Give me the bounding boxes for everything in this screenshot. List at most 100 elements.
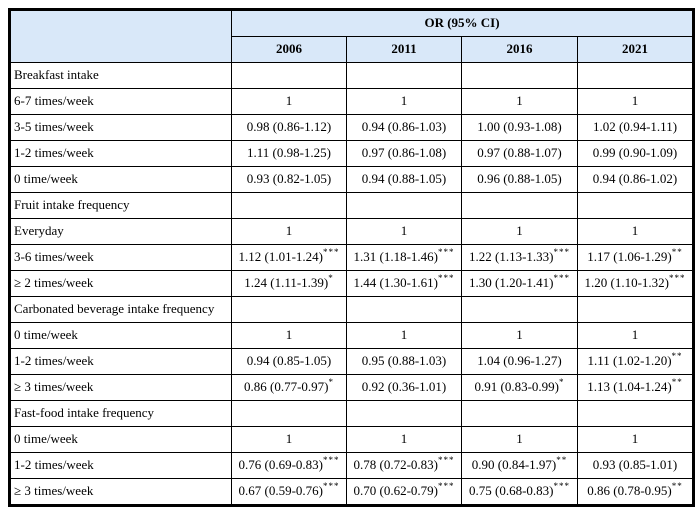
header-row-or: OR (95% CI) (9, 9, 695, 63)
or-value-cell: 1.31 (1.18-1.46)*** (346, 244, 462, 271)
significance-marker: *** (438, 481, 455, 492)
year-header-2006: 2006 (231, 36, 347, 63)
significance-marker: *** (323, 247, 340, 258)
table-row: 0 time/week 1 1 1 1 (9, 426, 695, 453)
empty-cell (346, 192, 462, 219)
row-label: 1-2 times/week (9, 452, 232, 479)
empty-cell (461, 62, 578, 89)
or-value-cell: 1 (461, 426, 578, 453)
table-row: 6-7 times/week 1 1 1 1 (9, 88, 695, 115)
or-value-cell: 1 (576, 426, 695, 453)
empty-cell (231, 296, 347, 323)
or-value-cell: 0.93 (0.85-1.01) (576, 452, 695, 479)
table-row: 0 time/week 0.93 (0.82-1.05) 0.94 (0.88-1.… (9, 166, 695, 193)
empty-cell (231, 400, 347, 427)
empty-cell (576, 400, 695, 427)
or-value-cell: 1.00 (0.93-1.08) (461, 114, 578, 141)
or-value-cell: 0.94 (0.85-1.05) (231, 348, 347, 375)
or-ci-header: OR (95% CI) (230, 9, 695, 37)
table-row: ≥ 3 times/week 0.67 (0.59-0.76)*** 0.70 (0… (9, 478, 695, 506)
or-value-cell: 1.04 (0.96-1.27) (461, 348, 578, 375)
section-title: Breakfast intake (9, 62, 232, 89)
significance-marker: * (328, 273, 334, 284)
or-value-cell: 0.94 (0.88-1.05) (346, 166, 462, 193)
section-row: Breakfast intake (9, 62, 695, 89)
row-label: 0 time/week (9, 322, 232, 349)
or-value-cell: 0.70 (0.62-0.79)*** (346, 478, 462, 506)
or-value-cell: 0.76 (0.69-0.83)*** (231, 452, 347, 479)
header-row-years: 2006 2011 2016 2021 (10, 36, 695, 63)
empty-cell (346, 400, 462, 427)
or-value-cell: 1.20 (1.10-1.32)*** (576, 270, 695, 297)
empty-cell (231, 62, 347, 89)
section-title: Carbonated beverage intake frequency (9, 296, 232, 323)
table-row: 3-6 times/week 1.12 (1.01-1.24)*** 1.31 (1… (9, 244, 695, 271)
empty-cell (576, 192, 695, 219)
table-row: 1-2 times/week 1.11 (0.98-1.25) 0.97 (0.86… (9, 140, 695, 167)
or-value-cell: 0.86 (0.78-0.95)** (576, 478, 695, 506)
or-value-cell: 0.93 (0.82-1.05) (231, 166, 347, 193)
significance-marker: *** (323, 455, 340, 466)
or-value-cell: 1.24 (1.11-1.39)* (231, 270, 347, 297)
section-title: Fruit intake frequency (9, 192, 232, 219)
or-value-cell: 1.13 (1.04-1.24)** (576, 374, 695, 401)
year-header-2011: 2011 (346, 36, 462, 63)
section-row: Carbonated beverage intake frequency (9, 296, 695, 323)
or-value-cell: 0.96 (0.88-1.05) (461, 166, 578, 193)
or-value-cell: 1.02 (0.94-1.11) (576, 114, 695, 141)
or-value-cell: 1 (231, 426, 347, 453)
empty-cell (346, 296, 462, 323)
or-value-cell: 0.92 (0.36-1.01) (346, 374, 462, 401)
row-label: 3-5 times/week (9, 114, 232, 141)
year-header-2016: 2016 (461, 36, 578, 63)
table-row: ≥ 3 times/week 0.86 (0.77-0.97)* 0.92 (0.3… (9, 374, 695, 401)
or-value-cell: 1.17 (1.06-1.29)** (576, 244, 695, 271)
section-row: Fast-food intake frequency (9, 400, 695, 427)
row-label: 0 time/week (9, 166, 232, 193)
empty-cell (461, 400, 578, 427)
table-row: 3-5 times/week 0.98 (0.86-1.12) 0.94 (0.86… (9, 114, 695, 141)
or-value-cell: 1.12 (1.01-1.24)*** (231, 244, 347, 271)
year-header-2021: 2021 (576, 36, 695, 63)
or-value-cell: 1.22 (1.13-1.33)*** (461, 244, 578, 271)
row-label: ≥ 3 times/week (9, 478, 232, 506)
or-value-cell: 0.75 (0.68-0.83)*** (461, 478, 578, 506)
row-label: 1-2 times/week (9, 348, 232, 375)
or-value-cell: 1.30 (1.20-1.41)*** (461, 270, 578, 297)
significance-marker: ** (671, 377, 683, 388)
significance-marker: *** (323, 481, 340, 492)
row-label: 3-6 times/week (9, 244, 232, 271)
significance-marker: *** (553, 273, 570, 284)
section-title: Fast-food intake frequency (9, 400, 232, 427)
or-value-cell: 1 (231, 218, 347, 245)
significance-marker: *** (438, 273, 455, 284)
or-value-cell: 1 (346, 88, 462, 115)
or-value-cell: 1 (461, 218, 578, 245)
or-value-cell: 0.78 (0.72-0.83)*** (346, 452, 462, 479)
or-value-cell: 0.94 (0.86-1.03) (346, 114, 462, 141)
or-value-cell: 1 (576, 322, 695, 349)
empty-cell (576, 62, 695, 89)
or-value-cell: 0.97 (0.86-1.08) (346, 140, 462, 167)
table-row: Everyday 1 1 1 1 (9, 218, 695, 245)
or-value-cell: 1.11 (0.98-1.25) (231, 140, 347, 167)
row-label: 1-2 times/week (9, 140, 232, 167)
significance-marker: *** (553, 481, 570, 492)
row-label: 6-7 times/week (9, 88, 232, 115)
empty-cell (576, 296, 695, 323)
corner-cell (9, 9, 232, 63)
table-row: 0 time/week 1 1 1 1 (9, 322, 695, 349)
or-value-cell: 1 (576, 218, 695, 245)
or-value-cell: 1 (576, 88, 695, 115)
or-value-cell: 0.99 (0.90-1.09) (576, 140, 695, 167)
or-value-cell: 1.11 (1.02-1.20)** (576, 348, 695, 375)
row-label: ≥ 2 times/week (9, 270, 232, 297)
empty-cell (461, 192, 578, 219)
or-value-cell: 1 (346, 322, 462, 349)
or-value-cell: 1 (461, 322, 578, 349)
significance-marker: ** (671, 351, 683, 362)
row-label: 0 time/week (9, 426, 232, 453)
or-value-cell: 0.90 (0.84-1.97)** (461, 452, 578, 479)
table-row: 1-2 times/week 0.76 (0.69-0.83)*** 0.78 (0… (9, 452, 695, 479)
